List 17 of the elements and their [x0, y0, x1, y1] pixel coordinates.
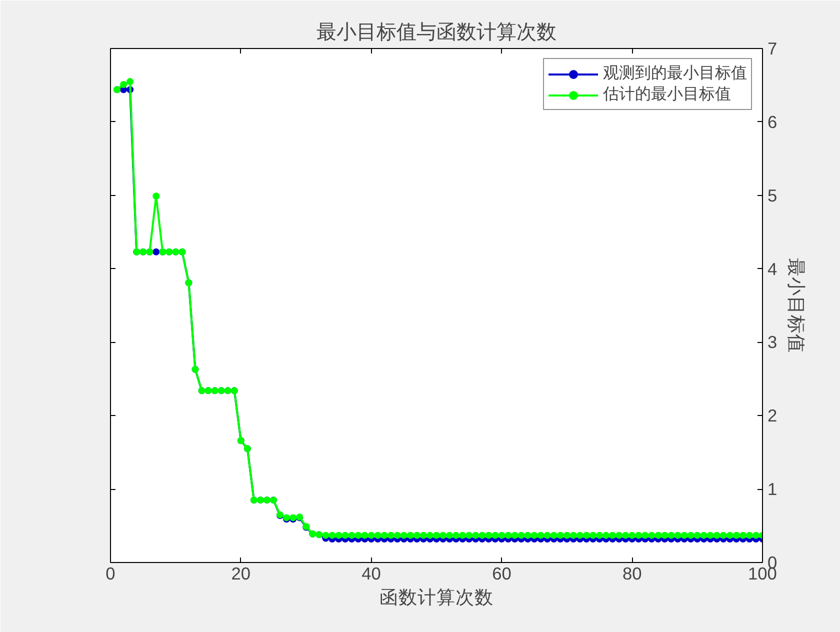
x-tick-label: 20	[231, 564, 251, 584]
y-tick-label: 2	[768, 406, 778, 426]
chart-title: 最小目标值与函数计算次数	[316, 22, 556, 44]
y-tick-label: 7	[768, 38, 778, 58]
x-tick-label: 0	[106, 564, 116, 584]
x-axis-title: 函数计算次数	[380, 588, 494, 608]
legend-label: 观测到的最小目标值	[603, 64, 747, 84]
y-tick-label: 4	[768, 258, 778, 279]
x-tick-label: 80	[622, 564, 642, 584]
y-tick-label: 5	[768, 185, 778, 206]
y-axis-title: 最小目标值	[785, 258, 806, 353]
legend-label: 估计的最小目标值	[603, 84, 731, 105]
y-tick-label: 6	[768, 112, 778, 132]
x-tick-label: 60	[492, 564, 512, 584]
y-tick-label: 3	[768, 332, 778, 352]
x-tick-label: 40	[362, 564, 381, 584]
y-tick-label: 1	[768, 479, 778, 500]
